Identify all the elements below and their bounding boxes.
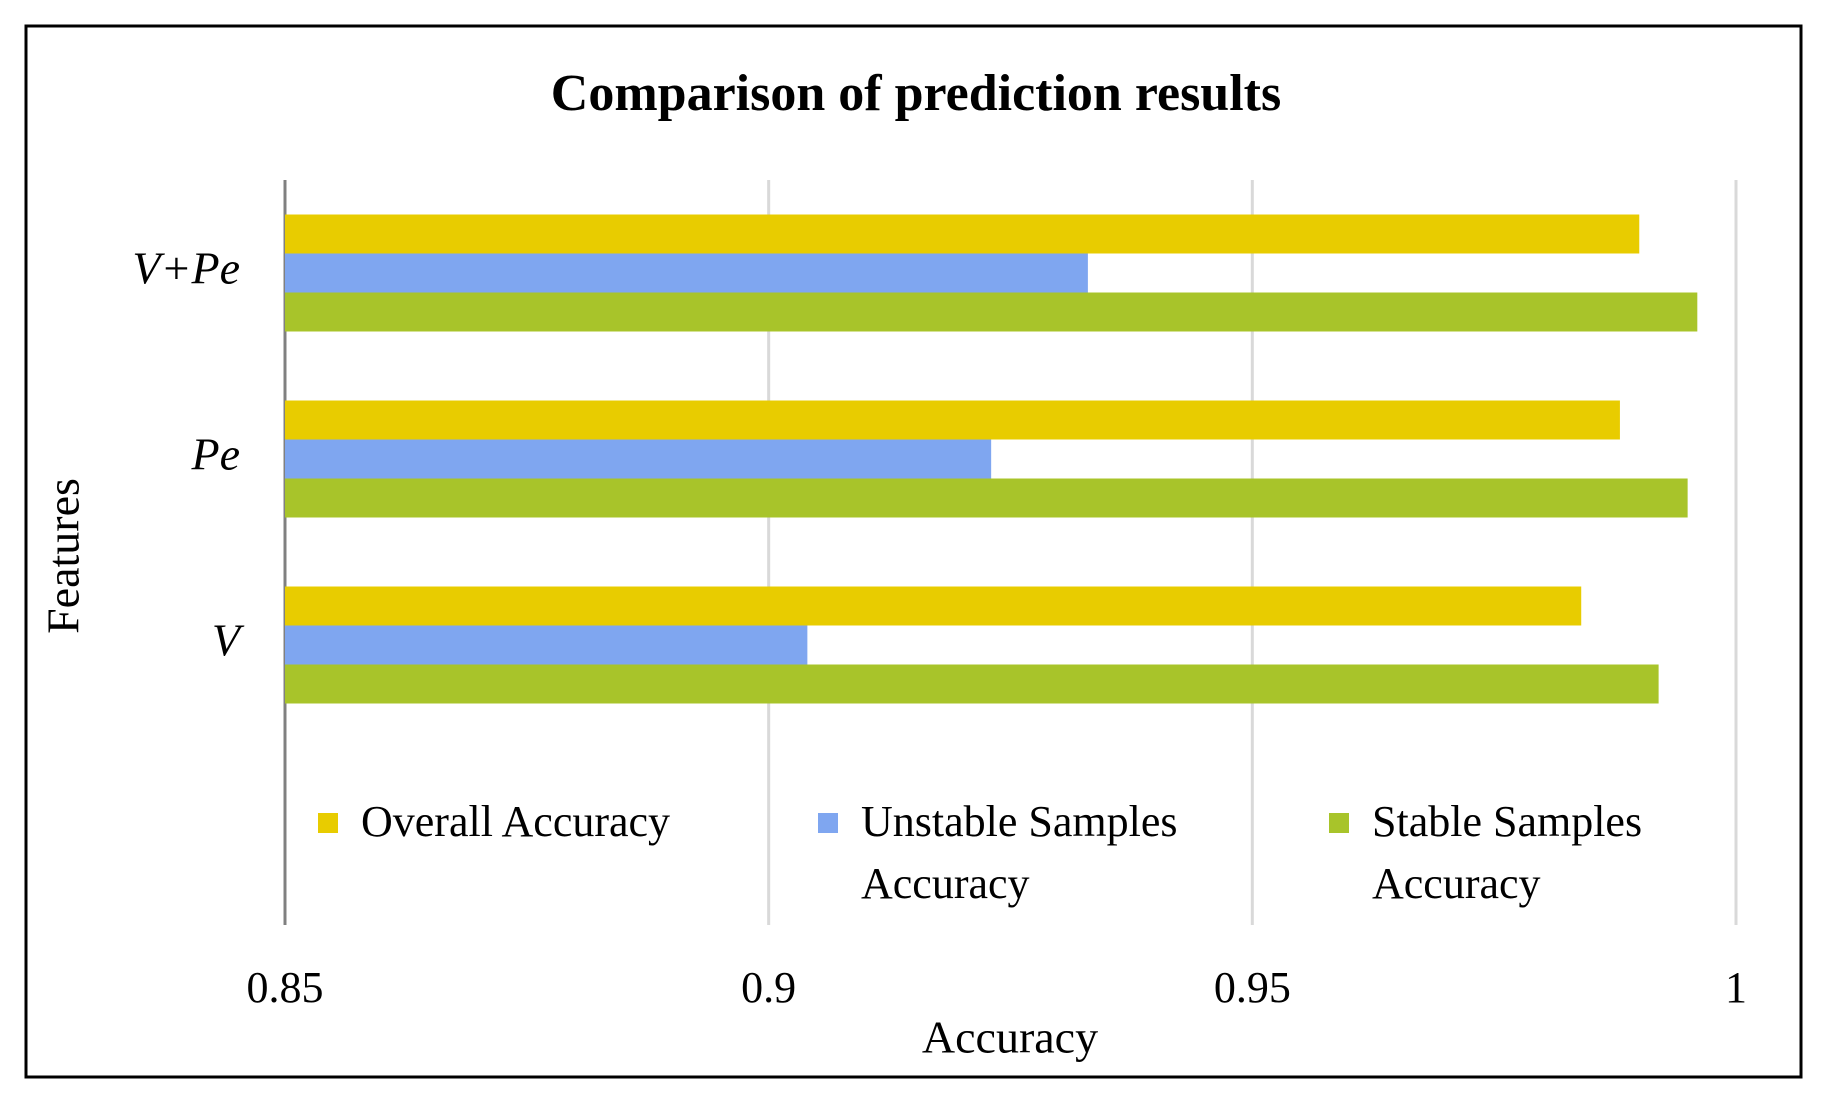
x-tick-label: 0.85 — [247, 963, 324, 1012]
legend-label: Stable Samples Accuracy — [1372, 797, 1643, 908]
x-axis-title: Accuracy — [922, 1012, 1098, 1063]
bar — [285, 625, 808, 665]
bar — [285, 292, 1698, 332]
bar — [285, 478, 1688, 518]
legend-label: Unstable Samples Accuracy — [861, 797, 1178, 908]
x-tick-label: 0.95 — [1214, 963, 1291, 1012]
bar — [285, 400, 1620, 440]
y-axis-title: Features — [38, 478, 89, 634]
legend-entry: Stable Samples Accuracy — [1329, 791, 1779, 915]
chart-title: Comparison of prediction results — [551, 65, 1281, 122]
x-tick-label: 1 — [1725, 963, 1747, 1012]
legend-swatch — [1329, 813, 1349, 833]
bar — [285, 586, 1582, 626]
legend-entry: Unstable Samples Accuracy — [818, 791, 1268, 915]
legend-entry: Overall Accuracy — [318, 791, 768, 853]
y-tick-label: V+Pe — [132, 243, 240, 294]
y-tick-label: V — [212, 615, 245, 666]
bar — [285, 214, 1640, 254]
bar — [285, 664, 1659, 704]
y-tick-label: Pe — [190, 429, 240, 480]
legend-swatch — [318, 813, 338, 833]
bar — [285, 439, 992, 479]
chart-border — [24, 24, 1803, 1079]
legend-label: Overall Accuracy — [361, 797, 671, 846]
legend-swatch — [818, 813, 838, 833]
bar — [285, 253, 1088, 293]
x-tick-label: 0.9 — [741, 963, 796, 1012]
